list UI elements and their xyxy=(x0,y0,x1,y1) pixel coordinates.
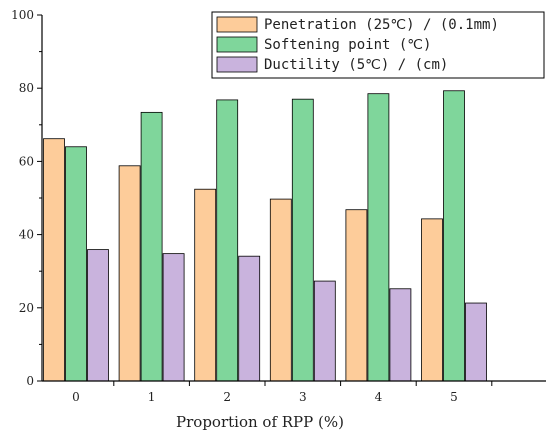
y-tick-label: 60 xyxy=(19,154,34,168)
bar-series-1-cat-1 xyxy=(140,111,163,382)
bar-series-2-cat-2 xyxy=(238,255,261,382)
bar-series-1-cat-3 xyxy=(291,98,314,382)
legend-swatch-0 xyxy=(216,16,258,33)
x-tick-label: 3 xyxy=(299,390,307,404)
x-axis-title: Proportion of RPP (%) xyxy=(176,413,344,431)
bar-series-0-cat-2 xyxy=(194,188,217,382)
x-tick-label: 1 xyxy=(148,390,156,404)
legend-swatch-2 xyxy=(216,56,258,73)
bar-series-0-cat-0 xyxy=(43,138,65,382)
bar-series-2-cat-1 xyxy=(162,253,185,382)
bar-series-1-cat-5 xyxy=(443,90,465,382)
bar-series-1-cat-2 xyxy=(216,99,239,382)
bar-series-0-cat-4 xyxy=(345,209,368,382)
bar-series-0-cat-1 xyxy=(118,165,141,382)
legend-label-1: Softening point (℃) xyxy=(264,37,431,53)
legend-swatch-1 xyxy=(216,36,258,53)
x-tick-label: 4 xyxy=(375,390,383,404)
y-axis-ticks: 0 20 40 60 80 100 xyxy=(11,8,42,388)
bars-layer xyxy=(43,90,487,382)
bar-series-1-cat-4 xyxy=(367,93,390,382)
y-tick-label: 0 xyxy=(26,374,34,388)
bar-series-2-cat-0 xyxy=(87,249,109,382)
bar-series-2-cat-3 xyxy=(313,280,336,382)
x-axis-ticks: 0 1 2 3 4 5 xyxy=(72,381,493,404)
bar-series-2-cat-4 xyxy=(389,288,412,382)
bar-series-1-cat-0 xyxy=(65,146,87,382)
legend: Penetration (25℃) / (0.1mm) Softening poi… xyxy=(211,11,545,79)
x-tick-label: 5 xyxy=(450,390,458,404)
x-tick-label: 2 xyxy=(223,390,231,404)
legend-box xyxy=(211,11,545,79)
bar-series-2-cat-5 xyxy=(465,302,487,382)
legend-label-0: Penetration (25℃) / (0.1mm) xyxy=(264,17,499,33)
y-tick-label: 40 xyxy=(19,228,34,242)
x-tick-label: 0 xyxy=(72,390,80,404)
y-tick-label: 100 xyxy=(11,8,34,22)
y-tick-label: 80 xyxy=(19,81,34,95)
bar-series-0-cat-3 xyxy=(269,198,292,382)
legend-label-2: Ductility (5℃) / (cm) xyxy=(264,57,448,73)
bar-series-0-cat-5 xyxy=(421,218,443,382)
y-tick-label: 20 xyxy=(19,301,34,315)
